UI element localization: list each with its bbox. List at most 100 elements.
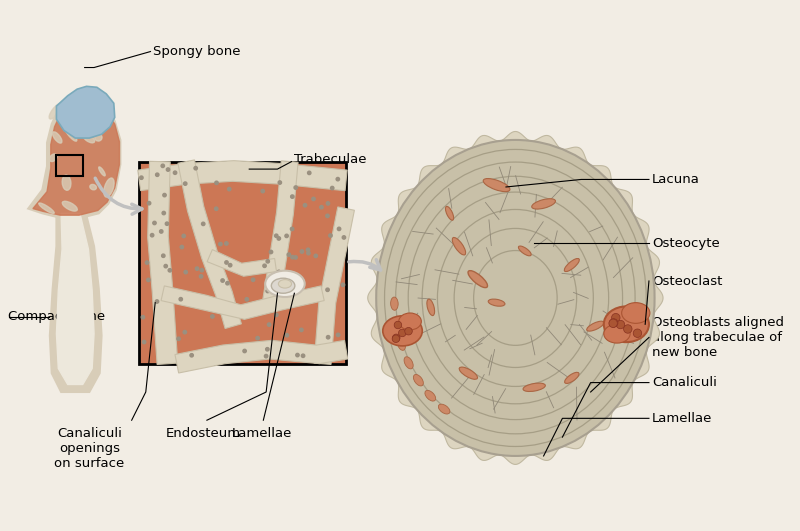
Circle shape: [330, 186, 334, 190]
Circle shape: [218, 242, 222, 246]
Circle shape: [142, 340, 146, 344]
Circle shape: [202, 222, 205, 226]
Text: Endosteum: Endosteum: [166, 427, 241, 440]
Ellipse shape: [278, 280, 291, 288]
Text: Lamellae: Lamellae: [231, 427, 292, 440]
Circle shape: [312, 197, 315, 201]
Circle shape: [199, 275, 202, 278]
Circle shape: [303, 203, 306, 207]
Circle shape: [277, 237, 281, 240]
Ellipse shape: [53, 132, 62, 143]
Text: Canaliculi
openings
on surface: Canaliculi openings on surface: [54, 427, 125, 470]
Ellipse shape: [604, 324, 630, 343]
Circle shape: [256, 337, 259, 340]
Circle shape: [623, 325, 632, 333]
Circle shape: [163, 193, 166, 197]
Circle shape: [229, 263, 232, 267]
Circle shape: [221, 279, 224, 282]
Circle shape: [162, 211, 166, 215]
Circle shape: [168, 269, 171, 272]
Ellipse shape: [62, 175, 71, 190]
Ellipse shape: [72, 118, 90, 122]
Ellipse shape: [468, 271, 487, 288]
Ellipse shape: [452, 237, 466, 255]
Circle shape: [616, 320, 625, 329]
Ellipse shape: [393, 318, 401, 331]
Ellipse shape: [38, 203, 54, 213]
Ellipse shape: [92, 123, 100, 130]
Ellipse shape: [103, 111, 109, 118]
Polygon shape: [28, 96, 120, 218]
Ellipse shape: [65, 127, 77, 141]
Circle shape: [296, 354, 299, 357]
Ellipse shape: [427, 299, 434, 315]
Ellipse shape: [459, 367, 478, 379]
Ellipse shape: [266, 271, 305, 297]
Ellipse shape: [50, 154, 57, 161]
Polygon shape: [314, 207, 354, 364]
Circle shape: [214, 207, 218, 210]
Circle shape: [155, 300, 158, 303]
Circle shape: [405, 328, 412, 335]
Circle shape: [270, 250, 273, 254]
Circle shape: [183, 182, 187, 185]
Text: Trabeculae: Trabeculae: [294, 153, 367, 166]
Circle shape: [227, 187, 231, 191]
Ellipse shape: [604, 306, 649, 342]
Ellipse shape: [483, 178, 510, 192]
Ellipse shape: [376, 140, 654, 456]
Circle shape: [161, 164, 165, 168]
Circle shape: [183, 330, 186, 334]
Circle shape: [267, 323, 270, 326]
Circle shape: [398, 329, 406, 337]
Circle shape: [147, 201, 150, 205]
Bar: [139, 161, 346, 364]
Ellipse shape: [94, 134, 102, 141]
Polygon shape: [161, 286, 324, 319]
Polygon shape: [57, 213, 94, 384]
Circle shape: [190, 354, 194, 357]
Circle shape: [285, 333, 289, 337]
Circle shape: [394, 321, 402, 329]
Circle shape: [294, 256, 298, 259]
Circle shape: [225, 261, 228, 264]
Polygon shape: [138, 161, 347, 191]
Circle shape: [277, 270, 281, 273]
Circle shape: [338, 227, 341, 230]
Circle shape: [329, 234, 332, 237]
Circle shape: [195, 267, 198, 270]
Ellipse shape: [390, 297, 398, 310]
Circle shape: [302, 354, 305, 357]
Circle shape: [164, 264, 167, 268]
Ellipse shape: [414, 374, 423, 386]
Circle shape: [287, 253, 290, 256]
Circle shape: [243, 349, 246, 353]
Circle shape: [200, 269, 203, 272]
Circle shape: [155, 173, 159, 176]
Ellipse shape: [564, 259, 579, 271]
Circle shape: [180, 245, 183, 249]
Circle shape: [150, 234, 154, 237]
Ellipse shape: [622, 303, 650, 323]
Text: Compact bone: Compact bone: [7, 310, 105, 323]
Circle shape: [610, 319, 618, 327]
Circle shape: [225, 242, 228, 245]
Ellipse shape: [49, 104, 62, 119]
Circle shape: [342, 236, 346, 239]
Circle shape: [326, 214, 329, 218]
Circle shape: [140, 176, 143, 179]
Circle shape: [326, 202, 330, 205]
Ellipse shape: [62, 201, 78, 211]
Polygon shape: [175, 340, 348, 373]
Text: Spongy bone: Spongy bone: [154, 45, 241, 58]
Circle shape: [392, 335, 400, 342]
Ellipse shape: [104, 178, 114, 197]
Circle shape: [278, 181, 282, 184]
Circle shape: [336, 333, 340, 337]
Circle shape: [166, 222, 169, 225]
Ellipse shape: [438, 404, 450, 414]
Ellipse shape: [82, 115, 88, 125]
Circle shape: [393, 334, 400, 341]
Circle shape: [182, 234, 186, 238]
Circle shape: [142, 315, 145, 319]
